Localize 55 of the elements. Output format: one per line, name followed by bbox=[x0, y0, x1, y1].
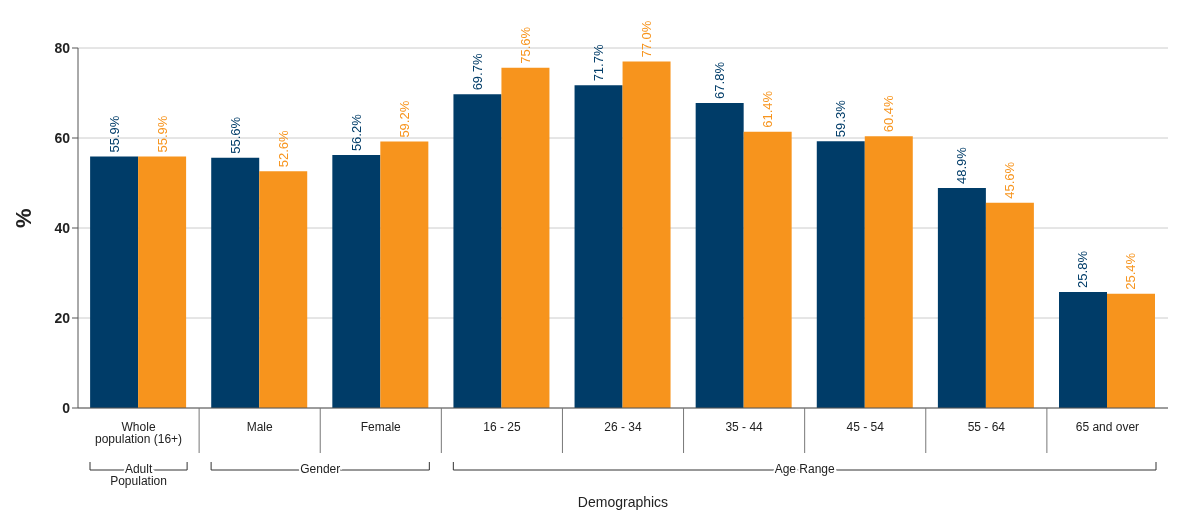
y-tick-label: 60 bbox=[54, 129, 71, 146]
data-label: 60.4% bbox=[881, 94, 897, 133]
x-axis-title: Demographics bbox=[577, 494, 669, 510]
text: Adult Population bbox=[110, 461, 167, 488]
bar bbox=[259, 171, 308, 408]
bar bbox=[574, 85, 623, 408]
y-axis-title: % bbox=[10, 208, 36, 228]
y-tick-label: 40 bbox=[54, 219, 71, 236]
data-label: 67.8% bbox=[712, 61, 728, 99]
data-label: 71.7% bbox=[591, 44, 607, 82]
data-label: 77.0% bbox=[639, 20, 655, 58]
text: Age Range bbox=[774, 461, 836, 476]
bar bbox=[1107, 293, 1155, 408]
bar bbox=[380, 141, 429, 408]
data-label: 25.8% bbox=[1075, 250, 1091, 288]
x-tick-label: Male bbox=[246, 419, 273, 434]
y-tick-label: 80 bbox=[54, 39, 71, 56]
x-tick-label: Female bbox=[360, 419, 402, 434]
bar bbox=[211, 157, 260, 408]
x-tick-label: 26 - 34 bbox=[604, 419, 643, 434]
text: Gender bbox=[300, 461, 341, 476]
data-label: 45.6% bbox=[1002, 161, 1018, 199]
bar bbox=[501, 67, 550, 408]
data-label: 48.9% bbox=[954, 146, 970, 184]
data-label: 59.3% bbox=[833, 99, 849, 138]
data-label: 52.6% bbox=[275, 130, 291, 168]
data-label: 55.6% bbox=[227, 116, 243, 154]
bar bbox=[985, 202, 1034, 408]
x-tick-label: 35 - 44 bbox=[725, 419, 764, 434]
x-tick-label: 16 - 25 bbox=[483, 419, 521, 434]
x-tick-label: Whole population (16+) bbox=[95, 419, 183, 446]
bar bbox=[90, 156, 139, 408]
data-label: 55.9% bbox=[154, 115, 170, 153]
bar bbox=[138, 156, 187, 408]
data-label: 25.4% bbox=[1123, 252, 1139, 290]
bar bbox=[864, 136, 913, 408]
bar bbox=[622, 61, 671, 408]
bar bbox=[1059, 291, 1107, 408]
data-label: 75.6% bbox=[517, 26, 533, 64]
x-tick-label: 65 and over bbox=[1075, 419, 1140, 434]
data-label: 55.9% bbox=[106, 115, 122, 153]
bar bbox=[743, 131, 792, 408]
bar bbox=[816, 141, 865, 408]
y-tick-label: 0 bbox=[62, 399, 71, 416]
data-label: 69.7% bbox=[469, 53, 485, 91]
data-label: 61.4% bbox=[760, 90, 776, 128]
x-tick-label: 55 - 64 bbox=[967, 419, 1006, 434]
data-label: 56.2% bbox=[348, 113, 364, 152]
data-label: 59.2% bbox=[396, 100, 412, 138]
x-tick-label: 45 - 54 bbox=[846, 419, 885, 434]
bar bbox=[453, 94, 502, 408]
y-tick-label: 20 bbox=[54, 309, 71, 326]
bar bbox=[695, 102, 744, 408]
bar bbox=[332, 155, 381, 408]
bar bbox=[937, 187, 986, 408]
